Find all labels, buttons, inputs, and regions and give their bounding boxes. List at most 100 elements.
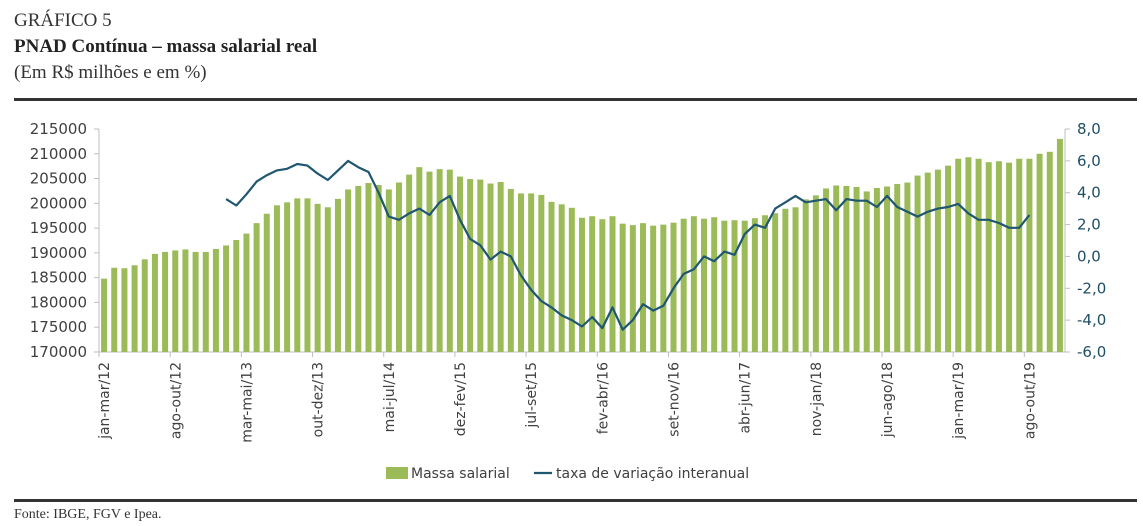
bar: [273, 205, 280, 352]
bar: [375, 184, 382, 352]
bar: [985, 162, 992, 352]
top-divider: [14, 98, 1137, 101]
bar: [233, 240, 240, 352]
bar: [416, 167, 423, 352]
chart-number: GRÁFICO 5: [14, 10, 112, 31]
x-tick-label: set-nov/16: [667, 362, 683, 437]
x-tick-label: dez-fev/15: [453, 362, 469, 436]
bar: [304, 198, 311, 352]
x-tick-label: jun-ago/18: [880, 362, 896, 438]
bar: [731, 220, 738, 352]
bar: [141, 259, 148, 352]
bar: [802, 199, 809, 352]
x-tick-label: jan-mar/19: [951, 362, 967, 440]
y-tick-label: 185000: [30, 269, 87, 287]
bar: [172, 250, 179, 352]
bar: [965, 157, 972, 352]
bar: [995, 161, 1002, 352]
bar: [162, 251, 169, 352]
bar: [426, 171, 433, 352]
bar: [487, 183, 494, 352]
bar: [345, 189, 352, 352]
bar: [751, 218, 758, 352]
bar: [192, 251, 199, 352]
bar: [1016, 158, 1023, 352]
bar: [284, 202, 291, 352]
bar: [1056, 138, 1063, 352]
bar: [182, 249, 189, 352]
bar: [243, 233, 250, 352]
x-tick-label: mai-jul/14: [382, 362, 398, 432]
bar: [528, 193, 535, 352]
bar: [101, 278, 108, 352]
bar: [945, 165, 952, 352]
source-note: Fonte: IBGE, FGV e Ipea.: [14, 507, 162, 522]
x-tick-label: nov-jan/18: [809, 362, 825, 436]
bar: [507, 188, 514, 352]
x-tick-label: abr-jun/17: [738, 362, 754, 434]
legend-label-line: taxa de variação interanual: [556, 466, 749, 482]
chart-title: PNAD Contínua – massa salarial real: [14, 36, 318, 57]
bar: [223, 245, 230, 352]
bar: [436, 169, 443, 352]
bar: [904, 182, 911, 352]
legend-swatch-bars: [386, 467, 408, 479]
y2-tick-label: 6,0: [1077, 152, 1101, 170]
legend-label-bars: Massa salarial: [411, 466, 510, 482]
bar: [121, 268, 128, 352]
bar: [365, 183, 372, 352]
x-tick-label: fev-abr/16: [595, 362, 611, 434]
bar: [812, 195, 819, 352]
x-tick-label: mar-mai/13: [239, 362, 255, 443]
bar: [263, 213, 270, 352]
bar: [334, 198, 341, 352]
bar: [579, 217, 585, 352]
y2-tick-label: 0,0: [1077, 247, 1101, 265]
bar: [914, 175, 921, 352]
bar: [456, 176, 463, 352]
bar: [253, 223, 260, 352]
bar: [497, 182, 504, 352]
y-tick-label: 205000: [30, 170, 87, 188]
bar: [711, 217, 718, 352]
y-tick-label: 200000: [30, 194, 87, 212]
bar: [131, 265, 138, 352]
bar: [884, 186, 891, 352]
bar: [589, 216, 596, 352]
bar: [955, 158, 962, 352]
bar: [843, 185, 850, 352]
bar: [324, 207, 331, 352]
bar: [548, 201, 555, 352]
y-tick-label: 195000: [30, 219, 87, 237]
bar: [823, 188, 830, 352]
bar: [314, 203, 321, 352]
bar: [863, 191, 870, 352]
x-tick-label: jul-set/15: [524, 362, 540, 429]
bar: [640, 223, 647, 352]
bar: [934, 169, 941, 352]
y2-tick-label: 2,0: [1077, 216, 1101, 234]
bar: [294, 198, 301, 352]
bar: [833, 185, 840, 352]
y2-tick-label: -2,0: [1077, 279, 1106, 297]
bar: [212, 248, 219, 352]
chart-subtitle: (Em R$ milhões e em %): [14, 62, 207, 83]
bar: [1026, 158, 1033, 352]
bar: [690, 216, 697, 352]
bar: [772, 213, 779, 352]
y2-tick-label: -4,0: [1077, 311, 1106, 329]
x-tick-label: ago-out/12: [168, 362, 184, 439]
bar: [701, 218, 708, 352]
bar: [873, 187, 880, 352]
bar: [385, 189, 392, 352]
bar: [395, 182, 402, 352]
y2-tick-label: 8,0: [1077, 120, 1101, 138]
bar: [467, 179, 474, 352]
chart-header: GRÁFICO 5 PNAD Contínua – massa salarial…: [14, 8, 317, 86]
y2-tick-label: 4,0: [1077, 184, 1101, 202]
bottom-divider: [14, 499, 1137, 502]
bar: [782, 208, 789, 352]
y-tick-label: 190000: [30, 244, 87, 262]
x-tick-label: jan-mar/12: [97, 362, 113, 440]
